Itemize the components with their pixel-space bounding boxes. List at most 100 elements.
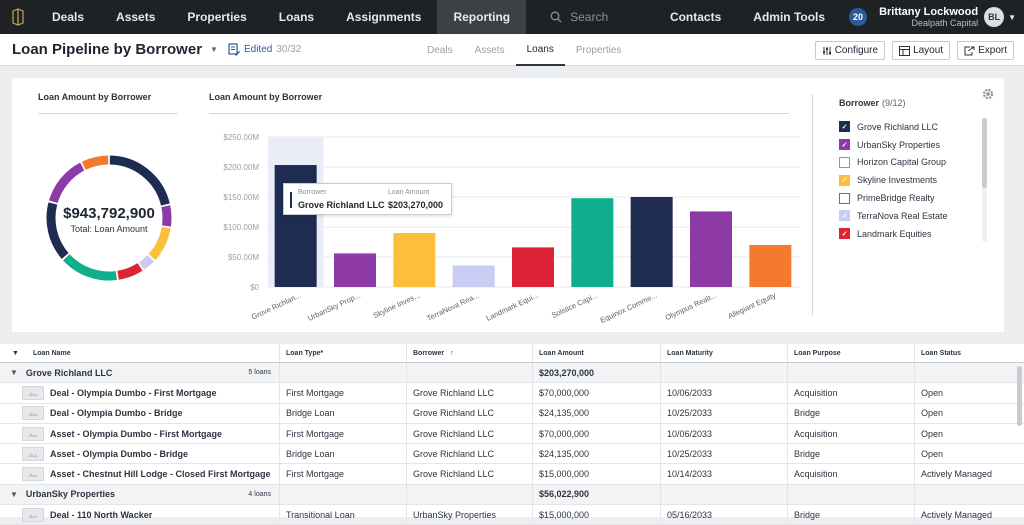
dealpath-logo[interactable]: [0, 0, 36, 34]
chevron-down-icon[interactable]: ▼: [10, 489, 18, 499]
export-button[interactable]: Export: [957, 41, 1014, 60]
nav-loans[interactable]: Loans: [278, 10, 315, 24]
donut-segment[interactable]: [148, 226, 171, 260]
search-box[interactable]: Search: [550, 10, 608, 24]
x-tick-label: Olympus Realt...: [664, 291, 718, 323]
loan-name[interactable]: Deal - 110 North Wacker: [50, 509, 153, 520]
legend-item[interactable]: PrimeBridge Realty: [839, 189, 948, 207]
legend-checkbox[interactable]: ✓: [839, 210, 850, 222]
legend-checkbox[interactable]: ✓: [839, 139, 850, 151]
loan-name[interactable]: Asset - Olympia Dumbo - First Mortgage: [50, 428, 223, 439]
bar[interactable]: [630, 197, 673, 287]
user-info[interactable]: Brittany Lockwood Dealpath Capital: [879, 6, 978, 28]
group-count: 5 loans: [248, 369, 271, 377]
donut-segment[interactable]: [48, 162, 85, 204]
donut-segment[interactable]: [63, 254, 117, 281]
bar[interactable]: [690, 211, 732, 287]
legend-item[interactable]: ✓ TerraNova Real Estate: [839, 207, 948, 225]
collapse-all-toggle[interactable]: ▼ Loan Name: [0, 344, 280, 362]
legend-checkbox[interactable]: [839, 156, 850, 168]
title-dropdown-icon[interactable]: ▼: [210, 45, 218, 54]
layout-button[interactable]: Layout: [892, 41, 951, 60]
nav-admin-tools[interactable]: Admin Tools: [753, 10, 826, 24]
loan-name-cell[interactable]: Deal - Olympia Dumbo - First Mortgage: [0, 383, 280, 403]
nav-properties[interactable]: Properties: [187, 10, 247, 24]
nav-assignments[interactable]: Assignments: [346, 10, 422, 24]
legend-item[interactable]: ✓ Skyline Investments: [839, 171, 948, 189]
legend-item[interactable]: ✓ Grove Richland LLC: [839, 118, 948, 136]
table-row[interactable]: Deal - 110 North Wacker Transitional Loan…: [0, 505, 1024, 525]
nav-deals[interactable]: Deals: [52, 10, 85, 24]
nav-assets[interactable]: Assets: [116, 10, 156, 24]
bar[interactable]: [334, 253, 376, 287]
bar[interactable]: [393, 233, 436, 287]
gear-icon[interactable]: [982, 88, 994, 100]
scrollbar-thumb[interactable]: [982, 118, 987, 188]
column-loan-maturity[interactable]: Loan Maturity: [661, 344, 788, 362]
legend-checkbox[interactable]: ✓: [839, 228, 850, 240]
donut-chart[interactable]: $943,792,900 Total: Loan Amount: [39, 148, 179, 288]
column-borrower[interactable]: Borrower ↑: [407, 344, 533, 362]
group-amount: $203,270,000: [533, 363, 661, 383]
loan-name-cell[interactable]: Asset - Olympia Dumbo - Bridge: [0, 444, 280, 464]
loan-name-cell[interactable]: Asset - Olympia Dumbo - First Mortgage: [0, 423, 280, 444]
table-row[interactable]: Asset - Chestnut Hill Lodge - Closed Fir…: [0, 464, 1024, 485]
table-row[interactable]: Deal - Olympia Dumbo - Bridge Bridge Loan…: [0, 403, 1024, 424]
edited-indicator[interactable]: Edited 30/32: [228, 43, 301, 56]
legend-scrollbar[interactable]: [982, 118, 987, 242]
table-scrollbar[interactable]: [1017, 366, 1022, 426]
loan-purpose: Acquisition: [788, 423, 915, 444]
legend-item[interactable]: ✓ UrbanSky Properties: [839, 136, 948, 154]
loan-name[interactable]: Deal - Olympia Dumbo - First Mortgage: [50, 387, 217, 398]
column-loan-name[interactable]: Loan Name: [32, 349, 71, 357]
group-row[interactable]: ▼ UrbanSky Properties 4 loans $56,022,900: [0, 484, 1024, 506]
tab-loans[interactable]: Loans: [515, 34, 565, 66]
tab-assets[interactable]: Assets: [474, 44, 505, 56]
loan-name[interactable]: Asset - Olympia Dumbo - Bridge: [50, 448, 189, 459]
configure-button[interactable]: Configure: [814, 41, 886, 60]
donut-segment[interactable]: [161, 205, 172, 227]
tab-properties[interactable]: Properties: [575, 44, 622, 56]
avatar[interactable]: BL: [984, 7, 1005, 27]
column-loan-amount[interactable]: Loan Amount: [533, 344, 661, 362]
legend-checkbox[interactable]: ✓: [839, 174, 850, 186]
loan-name-cell[interactable]: Asset - Chestnut Hill Lodge - Closed Fir…: [0, 464, 280, 484]
legend-checkbox[interactable]: [839, 192, 850, 204]
tooltip-borrower-label: Borrower: [298, 189, 327, 196]
column-loan-purpose[interactable]: Loan Purpose: [788, 344, 915, 362]
bar[interactable]: [749, 245, 792, 287]
legend-label: PrimeBridge Realty: [857, 193, 935, 204]
group-row[interactable]: ▼ Grove Richland LLC 5 loans $203,270,000: [0, 363, 1024, 384]
loan-name[interactable]: Asset - Chestnut Hill Lodge - Closed Fir…: [50, 469, 271, 480]
table-row[interactable]: Asset - Olympia Dumbo - Bridge Bridge Loa…: [0, 444, 1024, 465]
nav-reporting[interactable]: Reporting: [437, 0, 527, 34]
donut-segment[interactable]: [117, 263, 143, 280]
loan-name-cell[interactable]: Deal - 110 North Wacker: [0, 505, 280, 525]
table-row[interactable]: Deal - Olympia Dumbo - First Mortgage Fir…: [0, 383, 1024, 404]
column-loan-status[interactable]: Loan Status: [921, 349, 962, 357]
nav-contacts[interactable]: Contacts: [669, 10, 722, 24]
legend-item[interactable]: Horizon Capital Group: [839, 154, 948, 172]
table-row[interactable]: Asset - Olympia Dumbo - First Mortgage Fi…: [0, 423, 1024, 445]
donut-segment[interactable]: [109, 155, 170, 206]
loan-name-cell[interactable]: Deal - Olympia Dumbo - Bridge: [0, 403, 280, 423]
column-loan-type[interactable]: Loan Type*: [280, 344, 407, 362]
chevron-down-icon[interactable]: ▼: [10, 368, 18, 378]
bar[interactable]: [452, 265, 495, 287]
chevron-down-icon[interactable]: ▼: [12, 349, 19, 357]
donut-segment[interactable]: [46, 202, 69, 259]
bar[interactable]: [512, 247, 554, 287]
loan-name[interactable]: Deal - Olympia Dumbo - Bridge: [50, 408, 183, 419]
legend-item[interactable]: ✓ Landmark Equities: [839, 225, 948, 243]
legend-checkbox[interactable]: ✓: [839, 121, 850, 133]
donut-segment[interactable]: [138, 255, 155, 270]
tab-deals[interactable]: Deals: [427, 44, 453, 56]
search-input[interactable]: Search: [570, 10, 609, 24]
notification-badge[interactable]: 20: [849, 8, 868, 26]
sort-ascending-icon[interactable]: ↑: [450, 349, 454, 357]
donut-segment[interactable]: [81, 155, 109, 170]
user-name: Brittany Lockwood: [879, 6, 979, 18]
bar[interactable]: [571, 198, 614, 287]
bar-chart[interactable]: $250.00M $200.00M $150.00M $100.00M $50.00M $…: [190, 126, 800, 326]
chevron-down-icon[interactable]: ▼: [1008, 12, 1016, 22]
